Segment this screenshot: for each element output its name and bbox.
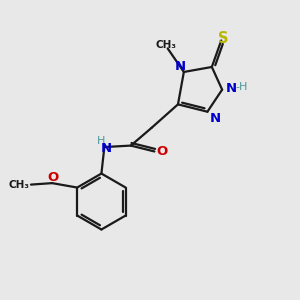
- Text: H: H: [97, 136, 106, 146]
- Text: S: S: [218, 31, 229, 46]
- Text: CH₃: CH₃: [8, 180, 29, 190]
- Text: CH₃: CH₃: [156, 40, 177, 50]
- Text: O: O: [47, 171, 58, 184]
- Text: N: N: [175, 60, 186, 73]
- Text: N: N: [100, 142, 111, 155]
- Text: N: N: [225, 82, 236, 95]
- Text: -H: -H: [235, 82, 248, 92]
- Text: O: O: [156, 145, 167, 158]
- Text: N: N: [210, 112, 221, 125]
